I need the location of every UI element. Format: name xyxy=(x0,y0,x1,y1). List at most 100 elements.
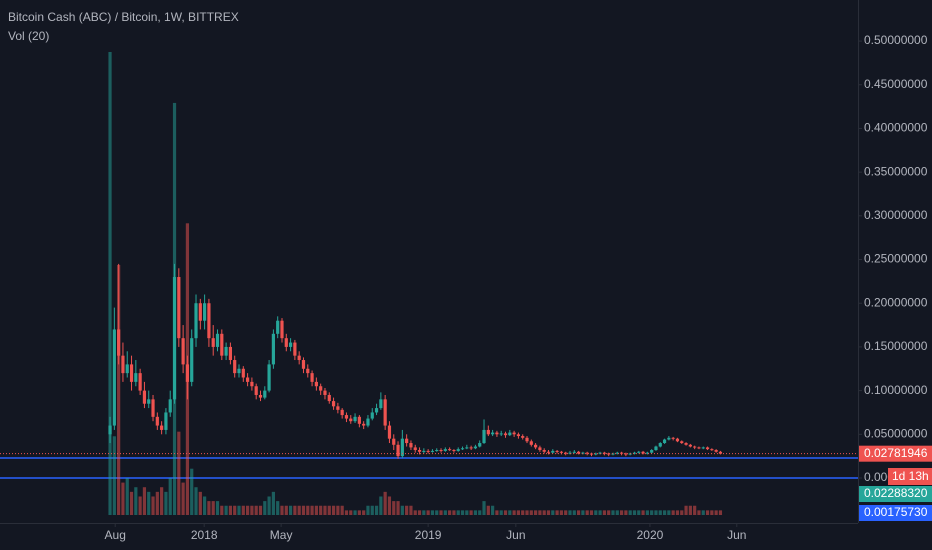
candle-body xyxy=(280,320,284,339)
volume-bar xyxy=(310,505,314,515)
candle-body xyxy=(301,360,306,369)
candle-body xyxy=(400,438,404,457)
volume-bar xyxy=(456,510,460,515)
candle-body xyxy=(538,447,542,451)
candle-body xyxy=(499,433,503,435)
candle-body xyxy=(254,386,258,395)
candle-body xyxy=(619,452,624,454)
candle-body xyxy=(160,425,164,430)
volume-bar xyxy=(607,510,611,515)
volume-bar xyxy=(491,505,495,515)
candle-body xyxy=(697,447,701,449)
y-tick-label: 0.10000000 xyxy=(864,383,928,397)
candle-body xyxy=(276,320,280,334)
volume-bar xyxy=(710,510,714,515)
candle-body xyxy=(181,338,185,365)
candle-body xyxy=(121,355,125,374)
volume-bar xyxy=(168,477,172,515)
volume-bar xyxy=(344,510,349,515)
candle-body xyxy=(413,447,417,451)
candle-body xyxy=(185,364,190,382)
candle-body xyxy=(417,450,422,452)
volume-bar xyxy=(675,510,680,515)
volume-bar xyxy=(370,505,374,515)
volume-bar xyxy=(288,505,293,515)
candle-body xyxy=(568,452,572,454)
candle-body xyxy=(164,412,168,430)
volume-bar xyxy=(224,505,228,515)
candle-body xyxy=(405,438,409,444)
candle-body xyxy=(632,452,637,454)
candle-body xyxy=(117,329,121,356)
volume-bar xyxy=(482,501,486,515)
candle-body xyxy=(237,368,241,374)
y-tick-label: 0.30000000 xyxy=(864,208,928,222)
volume-bar xyxy=(241,505,245,515)
candle-body xyxy=(177,277,181,339)
volume-bar xyxy=(632,510,637,515)
volume-bar xyxy=(413,510,417,515)
candle-body xyxy=(460,448,465,450)
volume-bar xyxy=(516,510,521,515)
candle-body xyxy=(228,346,233,361)
candle-body xyxy=(211,338,215,347)
volume-bar xyxy=(383,491,387,515)
candle-body xyxy=(409,443,413,448)
candle-body xyxy=(615,452,619,454)
candle-body xyxy=(465,447,469,449)
candle-body xyxy=(688,444,692,447)
volume-bar xyxy=(624,510,628,515)
candle-body xyxy=(448,449,452,451)
candle-body xyxy=(693,446,697,448)
candle-body xyxy=(559,451,563,453)
volume-ma-label: 0.00175730 xyxy=(864,505,928,519)
candle-body xyxy=(370,412,374,419)
candle-body xyxy=(233,360,237,374)
volume-bar xyxy=(598,510,602,515)
volume-bar xyxy=(284,505,288,515)
countdown-label: 1d 13h xyxy=(892,469,929,483)
volume-bar xyxy=(529,510,533,515)
candle-body xyxy=(534,444,538,448)
candle-body xyxy=(344,415,349,419)
volume-bar xyxy=(559,510,563,515)
volume-bar xyxy=(705,510,710,515)
x-tick-label: 2020 xyxy=(637,528,664,542)
volume-bar xyxy=(594,510,598,515)
candle-body xyxy=(353,416,357,422)
volume-bar xyxy=(426,510,430,515)
volume-bar xyxy=(306,505,310,515)
volume-bar xyxy=(129,491,134,515)
candle-body xyxy=(147,399,151,404)
volume-bar xyxy=(142,487,147,515)
volume-bar xyxy=(628,510,632,515)
volume-bar xyxy=(357,510,361,515)
candle-body xyxy=(138,373,142,391)
candle-body xyxy=(718,451,723,454)
volume-bar xyxy=(233,505,237,515)
candle-body xyxy=(215,333,220,347)
candle-body xyxy=(203,303,207,321)
volume-bar xyxy=(138,496,142,515)
x-tick-label: Aug xyxy=(105,528,126,542)
x-tick-label: May xyxy=(270,528,293,542)
candle-body xyxy=(710,449,714,451)
volume-bar xyxy=(697,510,701,515)
volume-bar xyxy=(667,510,671,515)
volume-bar xyxy=(581,510,585,515)
volume-bar xyxy=(658,510,662,515)
candle-body xyxy=(602,452,606,454)
candle-body xyxy=(224,346,228,356)
volume-bar xyxy=(460,510,465,515)
volume-bar xyxy=(469,510,473,515)
candle-body xyxy=(314,381,318,387)
volume-bar xyxy=(422,510,426,515)
candle-body xyxy=(482,429,486,444)
y-tick-label: 0.35000000 xyxy=(864,164,928,178)
candle-body xyxy=(667,437,671,440)
y-tick-label: 0.50000000 xyxy=(864,33,928,47)
candle-body xyxy=(293,342,297,356)
candle-body xyxy=(645,452,649,454)
candle-body xyxy=(435,450,439,452)
